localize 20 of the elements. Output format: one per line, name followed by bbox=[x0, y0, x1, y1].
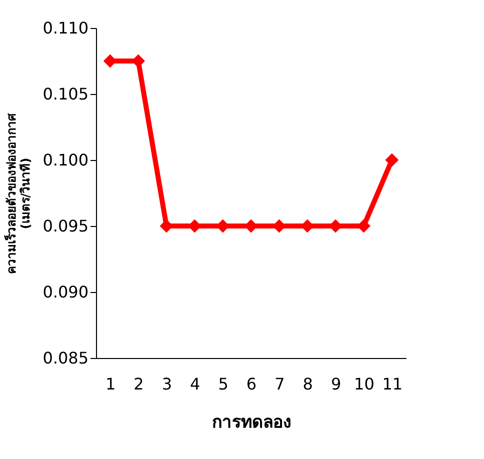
x-tick-label: 7 bbox=[274, 374, 285, 394]
x-axis-title: การทดลอง bbox=[212, 412, 291, 432]
x-tick-label: 2 bbox=[134, 374, 144, 394]
x-tick-label: 6 bbox=[246, 374, 257, 394]
y-tick-label: 0.105 bbox=[42, 84, 88, 104]
x-tick-label: 11 bbox=[382, 374, 403, 394]
x-tick-label: 1 bbox=[105, 374, 116, 394]
x-tick-label: 10 bbox=[354, 374, 374, 394]
y-tick-label: 0.100 bbox=[42, 150, 88, 170]
x-tick-label: 8 bbox=[302, 374, 313, 394]
y-tick-label: 0.090 bbox=[42, 282, 88, 302]
y-tick-label: 0.110 bbox=[42, 18, 88, 38]
point bbox=[385, 153, 399, 167]
y-axis-title: ความเร็วลอยตัวของฟองอากาศ (เมตร/วินาที) bbox=[4, 113, 33, 274]
y-tick-label: 0.085 bbox=[42, 348, 88, 368]
x-tick-label: 4 bbox=[190, 374, 200, 394]
x-tick-label: 5 bbox=[218, 374, 228, 394]
x-tick-label: 3 bbox=[162, 374, 172, 394]
y-tick-label: 0.095 bbox=[42, 216, 88, 236]
x-tick-label: 9 bbox=[330, 374, 342, 394]
